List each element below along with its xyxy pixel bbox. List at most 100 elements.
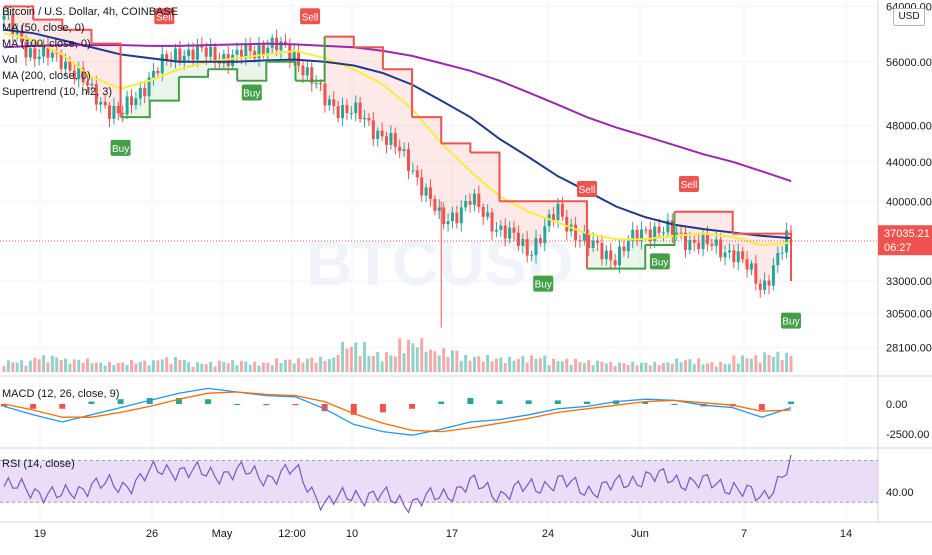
supertrend-segment [237,61,268,82]
volume-bar [116,363,120,372]
candle-body [758,283,762,290]
candle-body [257,44,261,59]
signal-badge [110,139,131,156]
candle-body [521,239,525,246]
candle-body [151,71,155,78]
candle-body [754,263,758,284]
candle-body [705,234,709,244]
candle-body [433,198,437,211]
volume-bar [543,355,547,372]
price-tag-value: 37035.21 [884,228,930,240]
signal-label: Buy [782,317,799,328]
volume-bar [754,355,758,372]
rsi-pane [0,454,878,514]
volume-bar [349,346,353,372]
volume-bar [521,355,525,372]
y-tick-label: 30500.00 [886,309,932,321]
candle-body [297,51,301,66]
candle-body [389,133,393,145]
macd-histogram-bar [642,401,649,404]
candle-body [450,212,454,222]
volume-bar [103,365,107,372]
candle-body [72,70,76,80]
macd-legend[interactable]: MACD (12, 26, close, 9) [2,388,120,400]
candle-body [24,42,28,58]
volume-bar [11,362,15,372]
candle-body [248,44,252,52]
volume-bar [327,359,331,372]
volume-bar [169,363,173,372]
x-tick-label: 17 [446,528,458,540]
volume-bar [121,362,125,372]
candle-body [406,149,410,172]
candle-body [239,49,243,59]
supertrend-line [4,5,792,282]
volume-bar [389,355,393,372]
candle-body [354,102,358,114]
currency-button[interactable]: USD [893,8,925,26]
legend-ma50[interactable]: MA (50, close, 0) [2,22,85,34]
candle-body [543,226,547,244]
candle-body [613,260,617,266]
x-tick-label: 12:00 [278,528,306,540]
candle-body [494,229,498,232]
volume-bar [666,362,670,372]
macd-histogram-bar [583,401,590,404]
macd-histogram-bar [292,404,299,406]
supertrend-segment [353,46,384,70]
macd-histogram-bar [496,400,503,404]
signal-badge [576,181,597,198]
legend-title[interactable]: Bitcoin / U.S. Dollar, 4h, COINBASE [2,6,179,18]
legend-vol[interactable]: Vol [2,54,18,66]
volume-bar [613,365,617,372]
legend-supertrend[interactable]: Supertrend (10, hl2, 3) [2,86,113,98]
supertrend-segment [557,200,588,269]
supertrend-segment [382,68,414,118]
supertrend-segment [441,142,472,153]
volume-bar [165,357,169,372]
signal-badge [300,8,321,25]
volume-bar [552,358,556,372]
x-tick-label: 7 [741,528,747,540]
volume-bar [279,363,283,372]
candle-body [499,225,503,230]
supertrend-segment [266,60,297,81]
volume-bar [714,366,718,372]
volume-bar [143,360,147,372]
candle-body [160,54,164,74]
volume-bar [253,361,257,372]
volume-bar [108,361,112,372]
candle-body [732,250,736,263]
volume-bar [644,362,648,372]
price-tag-countdown: 06:27 [884,242,912,254]
rsi-tick-label: 40.00 [886,487,914,499]
candle-body [358,102,362,120]
candle-body [640,229,644,242]
volume-bar [736,363,740,372]
volume-bar [661,362,665,372]
legend-ma100[interactable]: MA (100, close, 0) [2,38,91,50]
candle-body [156,71,160,74]
candle-body [94,83,98,105]
supertrend-segment [178,69,210,78]
volume-bar [261,362,265,372]
candle-body [327,99,331,106]
supertrend-fill-area [557,201,587,245]
supertrend-segment [4,5,35,20]
volume-bar [2,366,6,372]
rsi-legend[interactable]: RSI (14, close) [2,458,75,470]
volume-bar [341,341,345,372]
ma-line [3,42,792,183]
volume-bar [587,360,591,372]
candle-body [125,96,129,115]
candle-body [173,48,177,61]
volume-bar [156,360,160,372]
candle-body [516,232,520,246]
signal-labels: Sell Sell Buy Buy Sell Sell Buy Buy Buy [110,8,801,329]
legend-ma200[interactable]: MA (200, close, 0) [2,70,91,82]
supertrend-segment [412,116,443,144]
supertrend-segment [295,36,326,82]
y-tick-label: 40000.00 [886,196,932,208]
candle-body [99,101,103,105]
